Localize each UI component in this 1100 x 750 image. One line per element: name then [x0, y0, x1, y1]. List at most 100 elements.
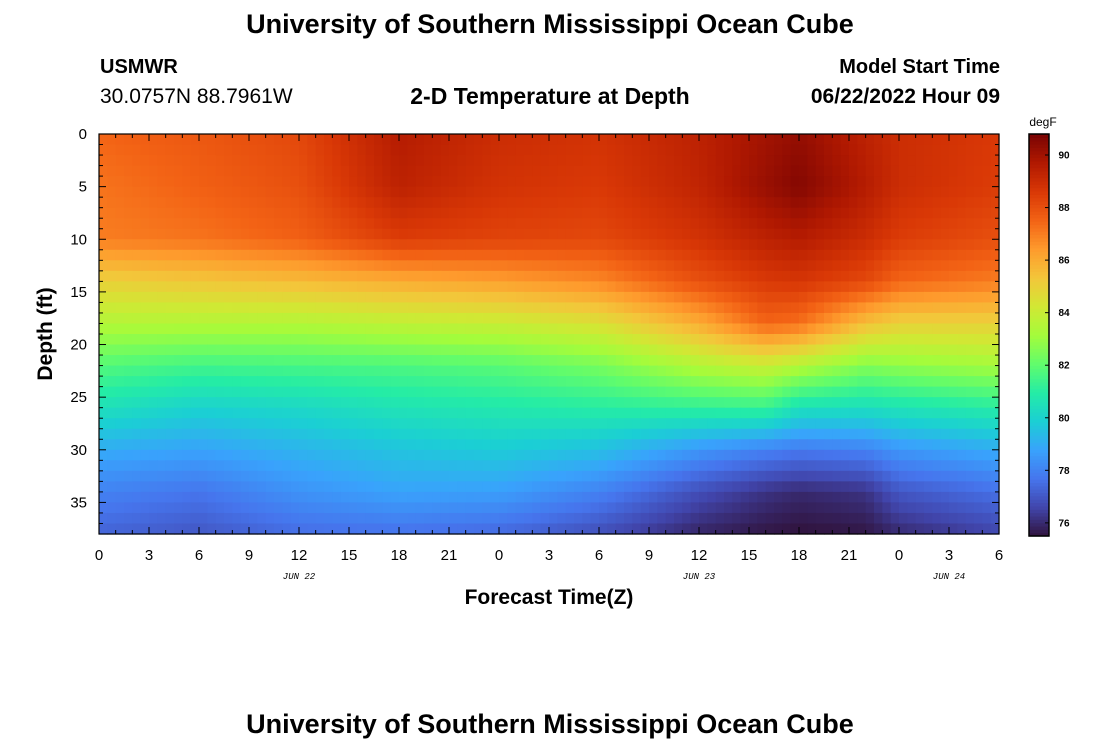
heatmap-cell [574, 365, 583, 377]
heatmap-cell [807, 460, 817, 472]
colorbar-segment [1029, 298, 1049, 303]
heatmap-cell [765, 344, 775, 356]
heatmap-cell [457, 491, 467, 504]
heatmap-cell [932, 323, 942, 335]
heatmap-cell [132, 481, 142, 493]
heatmap-cell [499, 144, 508, 156]
heatmap-cell [732, 502, 742, 514]
heatmap-cell [574, 260, 583, 272]
heatmap-cell [907, 439, 917, 451]
heatmap-cell [990, 365, 1000, 377]
heatmap-cell [774, 439, 783, 451]
heatmap-cell [749, 439, 758, 451]
heatmap-cell [482, 323, 492, 335]
heatmap-cell [524, 386, 533, 398]
heatmap-cell [749, 481, 758, 493]
heatmap-cell [565, 312, 575, 325]
heatmap-cell [915, 418, 925, 430]
heatmap-cell [824, 512, 833, 525]
heatmap-cell [774, 291, 783, 304]
heatmap-cell [682, 291, 692, 304]
heatmap-cell [899, 155, 908, 167]
heatmap-cell [265, 207, 275, 219]
heatmap-cell [799, 291, 808, 304]
heatmap-cell [690, 397, 700, 409]
heatmap-cell [807, 207, 817, 219]
heatmap-cell [682, 523, 692, 535]
heatmap-cell [282, 239, 292, 251]
heatmap-cell [307, 207, 317, 219]
colorbar-segment [1029, 358, 1049, 363]
heatmap-cell [940, 460, 950, 472]
heatmap-cell [849, 155, 858, 167]
heatmap-cell [157, 502, 167, 514]
heatmap-cell [582, 312, 592, 325]
heatmap-cell [557, 418, 567, 430]
heatmap-cell [865, 439, 875, 451]
heatmap-cell [382, 512, 392, 525]
heatmap-cell [390, 418, 400, 430]
heatmap-cell [890, 155, 900, 167]
colorbar-segment [1029, 204, 1049, 209]
heatmap-cell [840, 218, 850, 230]
heatmap-cell [757, 376, 767, 388]
heatmap-cell [249, 134, 258, 146]
heatmap-cell [190, 323, 200, 335]
heatmap-cell [474, 449, 483, 461]
heatmap-cell [615, 502, 625, 514]
heatmap-cell [715, 418, 725, 430]
heatmap-cell [582, 260, 592, 272]
heatmap-cell [415, 355, 425, 367]
heatmap-cell [865, 523, 875, 535]
heatmap-cell [990, 155, 1000, 167]
heatmap-cell [99, 186, 108, 198]
heatmap-cell [182, 460, 192, 472]
heatmap-cell [99, 365, 108, 377]
heatmap-cell [782, 281, 792, 293]
heatmap-cell [99, 334, 108, 346]
heatmap-cell [99, 228, 108, 240]
heatmap-cell [307, 523, 317, 535]
heatmap-cell [349, 249, 358, 261]
heatmap-cell [232, 291, 242, 304]
heatmap-cell [224, 312, 233, 325]
heatmap-cell [99, 281, 108, 293]
heatmap-cell [624, 249, 633, 261]
heatmap-cell [840, 302, 850, 314]
heatmap-cell [490, 249, 500, 261]
heatmap-cell [582, 144, 592, 156]
heatmap-cell [515, 186, 525, 198]
colorbar-segment [1029, 328, 1049, 333]
heatmap-cell [640, 144, 650, 156]
heatmap-cell [565, 218, 575, 230]
heatmap-cell [449, 344, 458, 356]
heatmap-cell [565, 270, 575, 282]
heatmap-cell [532, 470, 542, 482]
heatmap-cell [807, 365, 817, 377]
heatmap-cell [157, 365, 167, 377]
heatmap-cell [482, 512, 492, 525]
heatmap-cell [390, 312, 400, 325]
heatmap-cell [640, 418, 650, 430]
heatmap-cell [607, 312, 617, 325]
heatmap-cell [565, 186, 575, 198]
heatmap-cell [699, 418, 708, 430]
heatmap-cell [915, 186, 925, 198]
heatmap-cell [224, 270, 233, 282]
heatmap-cell [932, 523, 942, 535]
heatmap-cell [915, 134, 925, 146]
heatmap-cell [732, 355, 742, 367]
heatmap-cell [549, 365, 558, 377]
heatmap-cell [782, 523, 792, 535]
heatmap-cell [257, 323, 267, 335]
heatmap-cell [707, 344, 717, 356]
heatmap-cell [290, 197, 300, 209]
heatmap-cell [799, 270, 808, 282]
heatmap-cell [332, 239, 342, 251]
heatmap-cell [840, 439, 850, 451]
heatmap-cell [482, 460, 492, 472]
heatmap-cell [907, 481, 917, 493]
heatmap-cell [874, 270, 883, 282]
heatmap-cell [657, 355, 667, 367]
heatmap-cell [374, 439, 383, 451]
